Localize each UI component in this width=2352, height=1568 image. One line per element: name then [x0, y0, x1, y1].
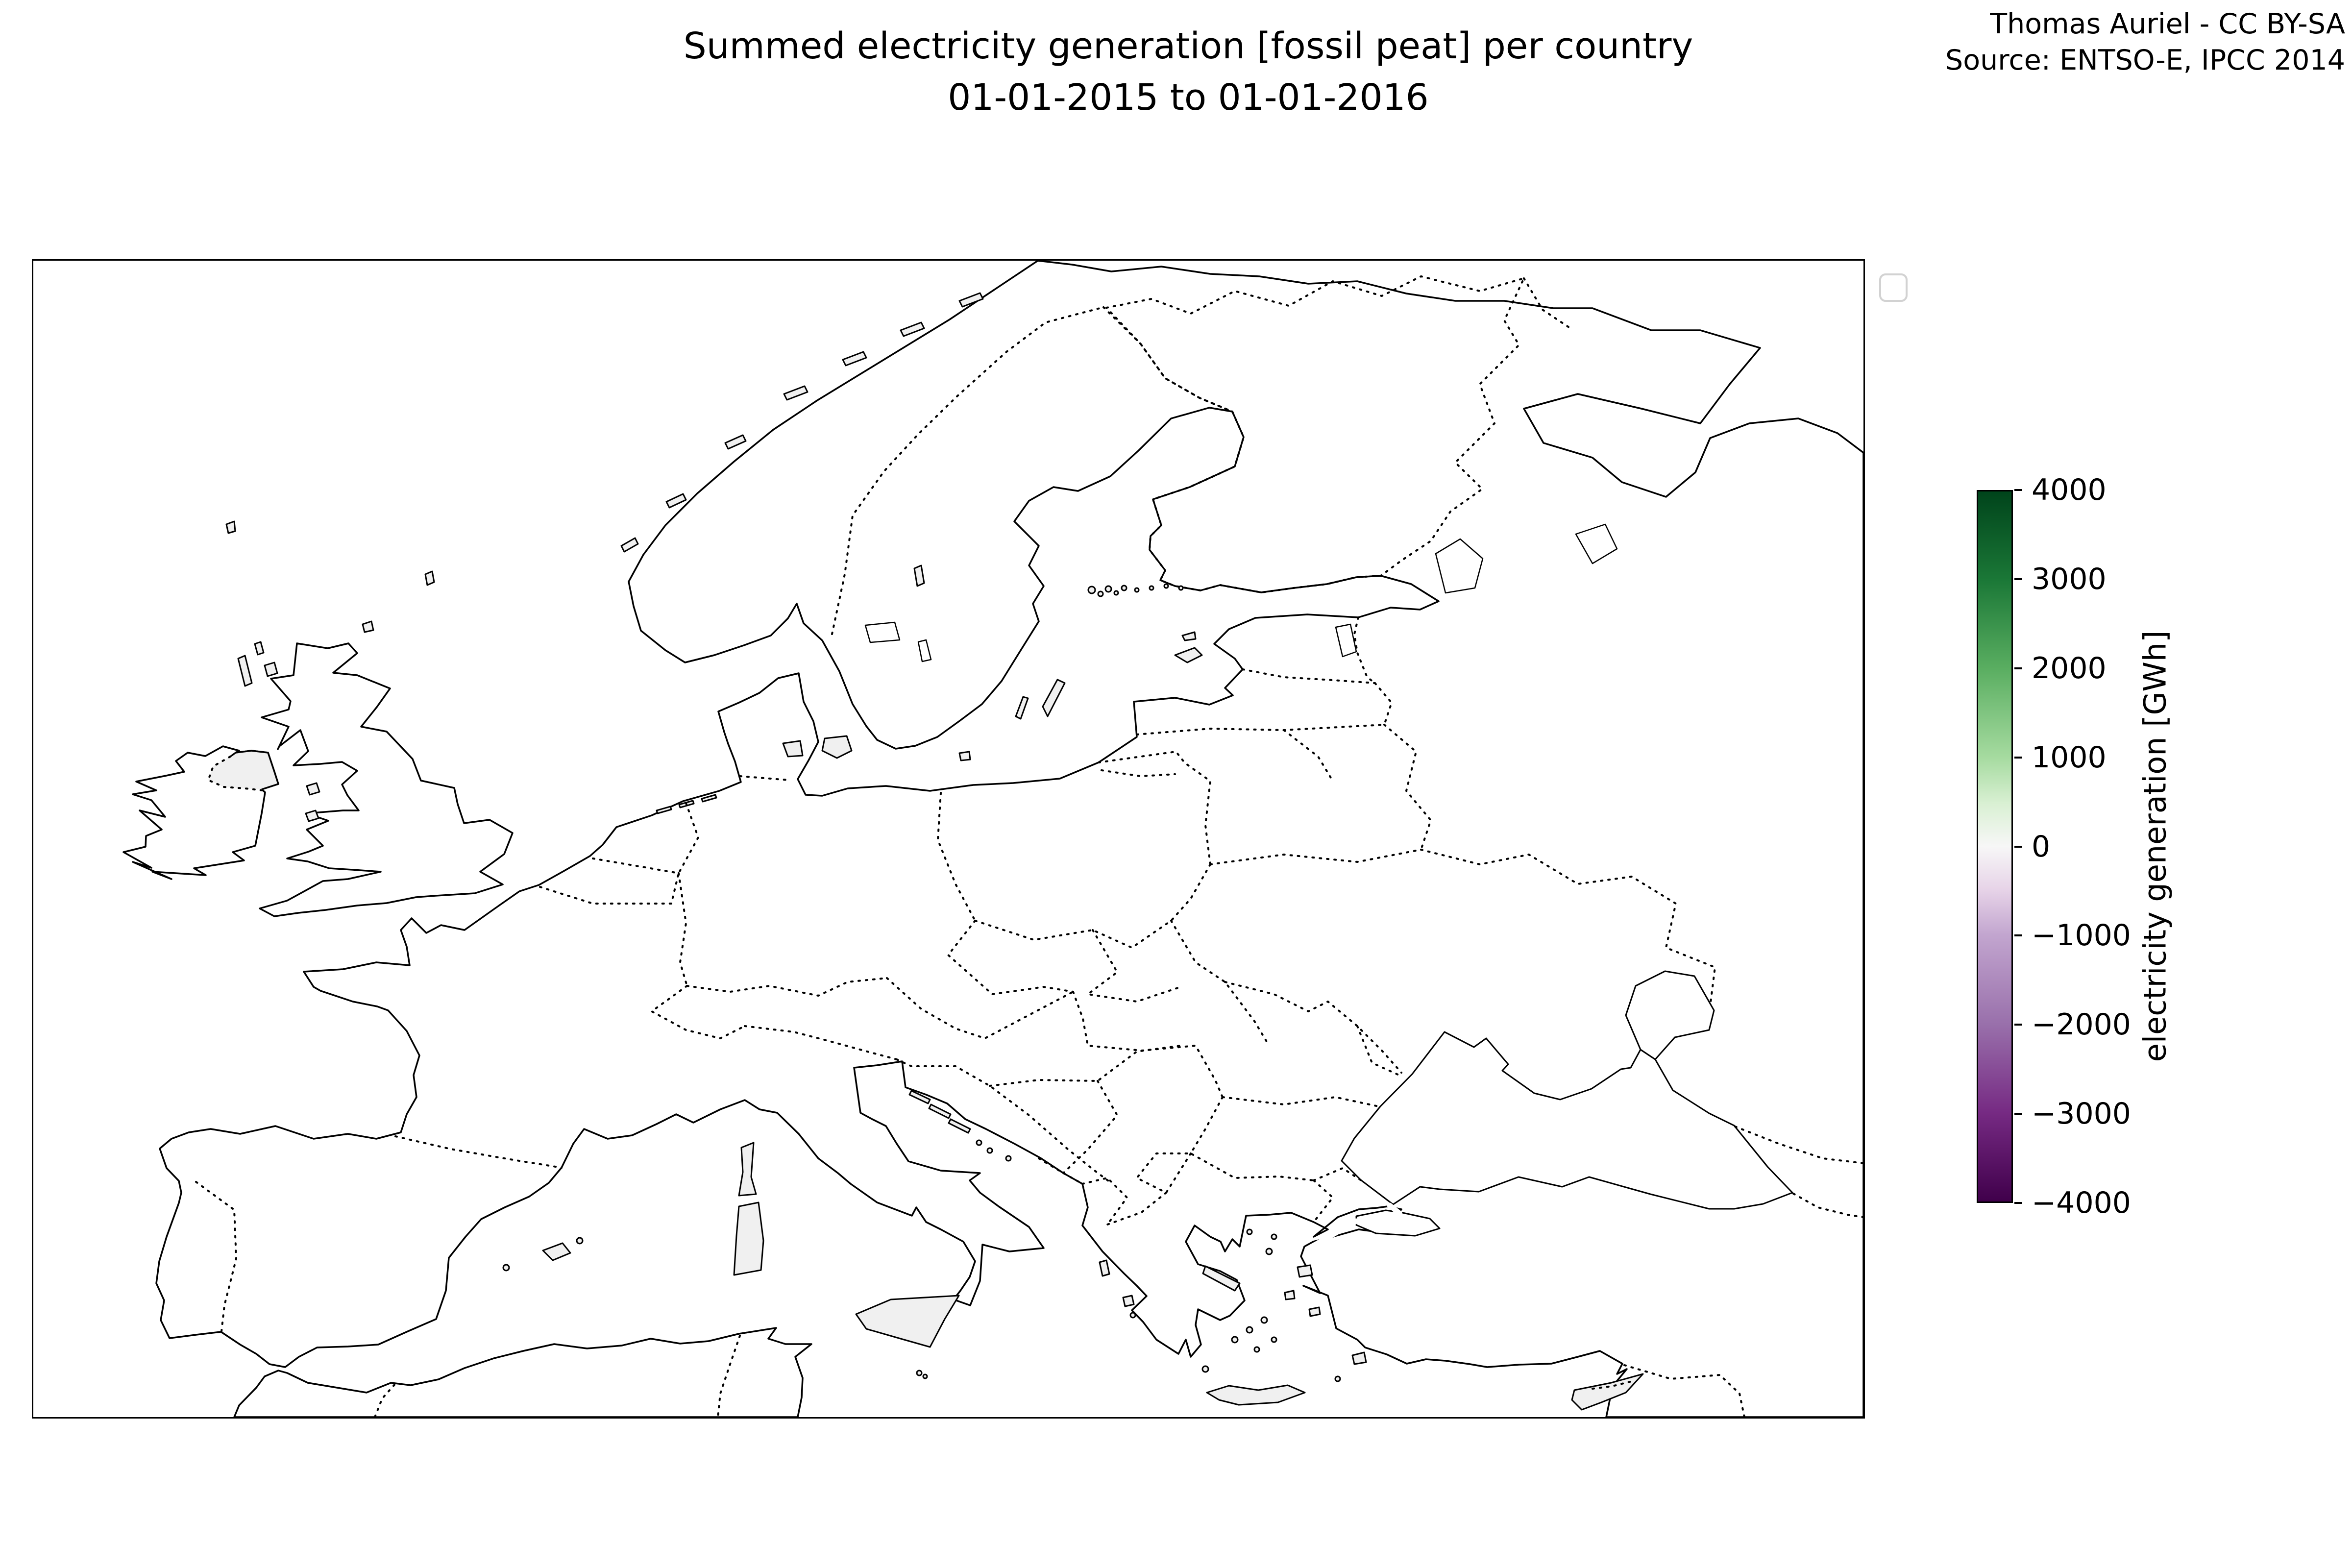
colorbar-tick-label: −3000 — [2032, 1097, 2131, 1131]
great-britain — [259, 642, 514, 917]
colorbar-tick — [2014, 757, 2022, 759]
northern-ireland-coast — [229, 750, 279, 790]
colorbar-tick — [2014, 489, 2022, 491]
empty-rounded-button[interactable] — [1879, 273, 1908, 302]
chart-title: Summed electricity generation [fossil pe… — [576, 21, 1801, 123]
colorbar-tick-label: 4000 — [2032, 473, 2107, 507]
colorbar-tick — [2014, 846, 2022, 848]
bosphorus — [1387, 1202, 1402, 1216]
dardanelles — [1307, 1218, 1359, 1250]
colorbar-tick — [2014, 1024, 2022, 1026]
colorbar-tick — [2014, 667, 2022, 669]
colorbar-tick-label: −4000 — [2032, 1186, 2131, 1220]
colorbar-tick-label: 3000 — [2032, 562, 2107, 596]
country-borders — [195, 277, 1863, 1417]
choropleth-svg — [33, 261, 1863, 1417]
border-ireland-ni — [207, 756, 264, 791]
northern-ireland — [208, 751, 278, 789]
sea-of-azov — [1625, 970, 1715, 1060]
chart-title-line2: 01-01-2015 to 01-01-2016 — [948, 76, 1429, 119]
colorbar-tick-label: 1000 — [2032, 740, 2107, 775]
attribution-source: Source: ENTSO-E, IPCC 2014 — [1945, 44, 2345, 77]
straits — [1307, 1202, 1402, 1250]
colorbar-tick — [2014, 934, 2022, 936]
chart-title-line1: Summed electricity generation [fossil pe… — [683, 25, 1693, 67]
sea-of-marmara — [1355, 1209, 1441, 1237]
colorbar-tick-label: 0 — [2032, 830, 2051, 864]
colorbar-tick — [2014, 1202, 2022, 1204]
colorbar-tick — [2014, 1113, 2022, 1115]
attribution: Thomas Auriel - CC BY-SA Source: ENTSO-E… — [1945, 6, 2345, 78]
europe-map — [32, 259, 1865, 1419]
attribution-author: Thomas Auriel - CC BY-SA — [1990, 8, 2345, 40]
colorbar-tick-label: −2000 — [2032, 1007, 2131, 1042]
colorbar-tick — [2014, 578, 2022, 580]
colorbar-tick-label: −1000 — [2032, 918, 2131, 953]
sea — [33, 261, 1863, 1417]
colorbar-axis-label: electricity generation [GWh] — [2137, 630, 2173, 1062]
north-africa — [233, 1327, 812, 1417]
colorbar-tick-label: 2000 — [2032, 651, 2107, 686]
country-finland — [1105, 275, 1525, 593]
small-islands — [225, 292, 1644, 1411]
colorbar-gradient — [1977, 490, 2013, 1203]
black-sea-complex — [1341, 970, 1793, 1237]
lakes — [864, 523, 1618, 662]
